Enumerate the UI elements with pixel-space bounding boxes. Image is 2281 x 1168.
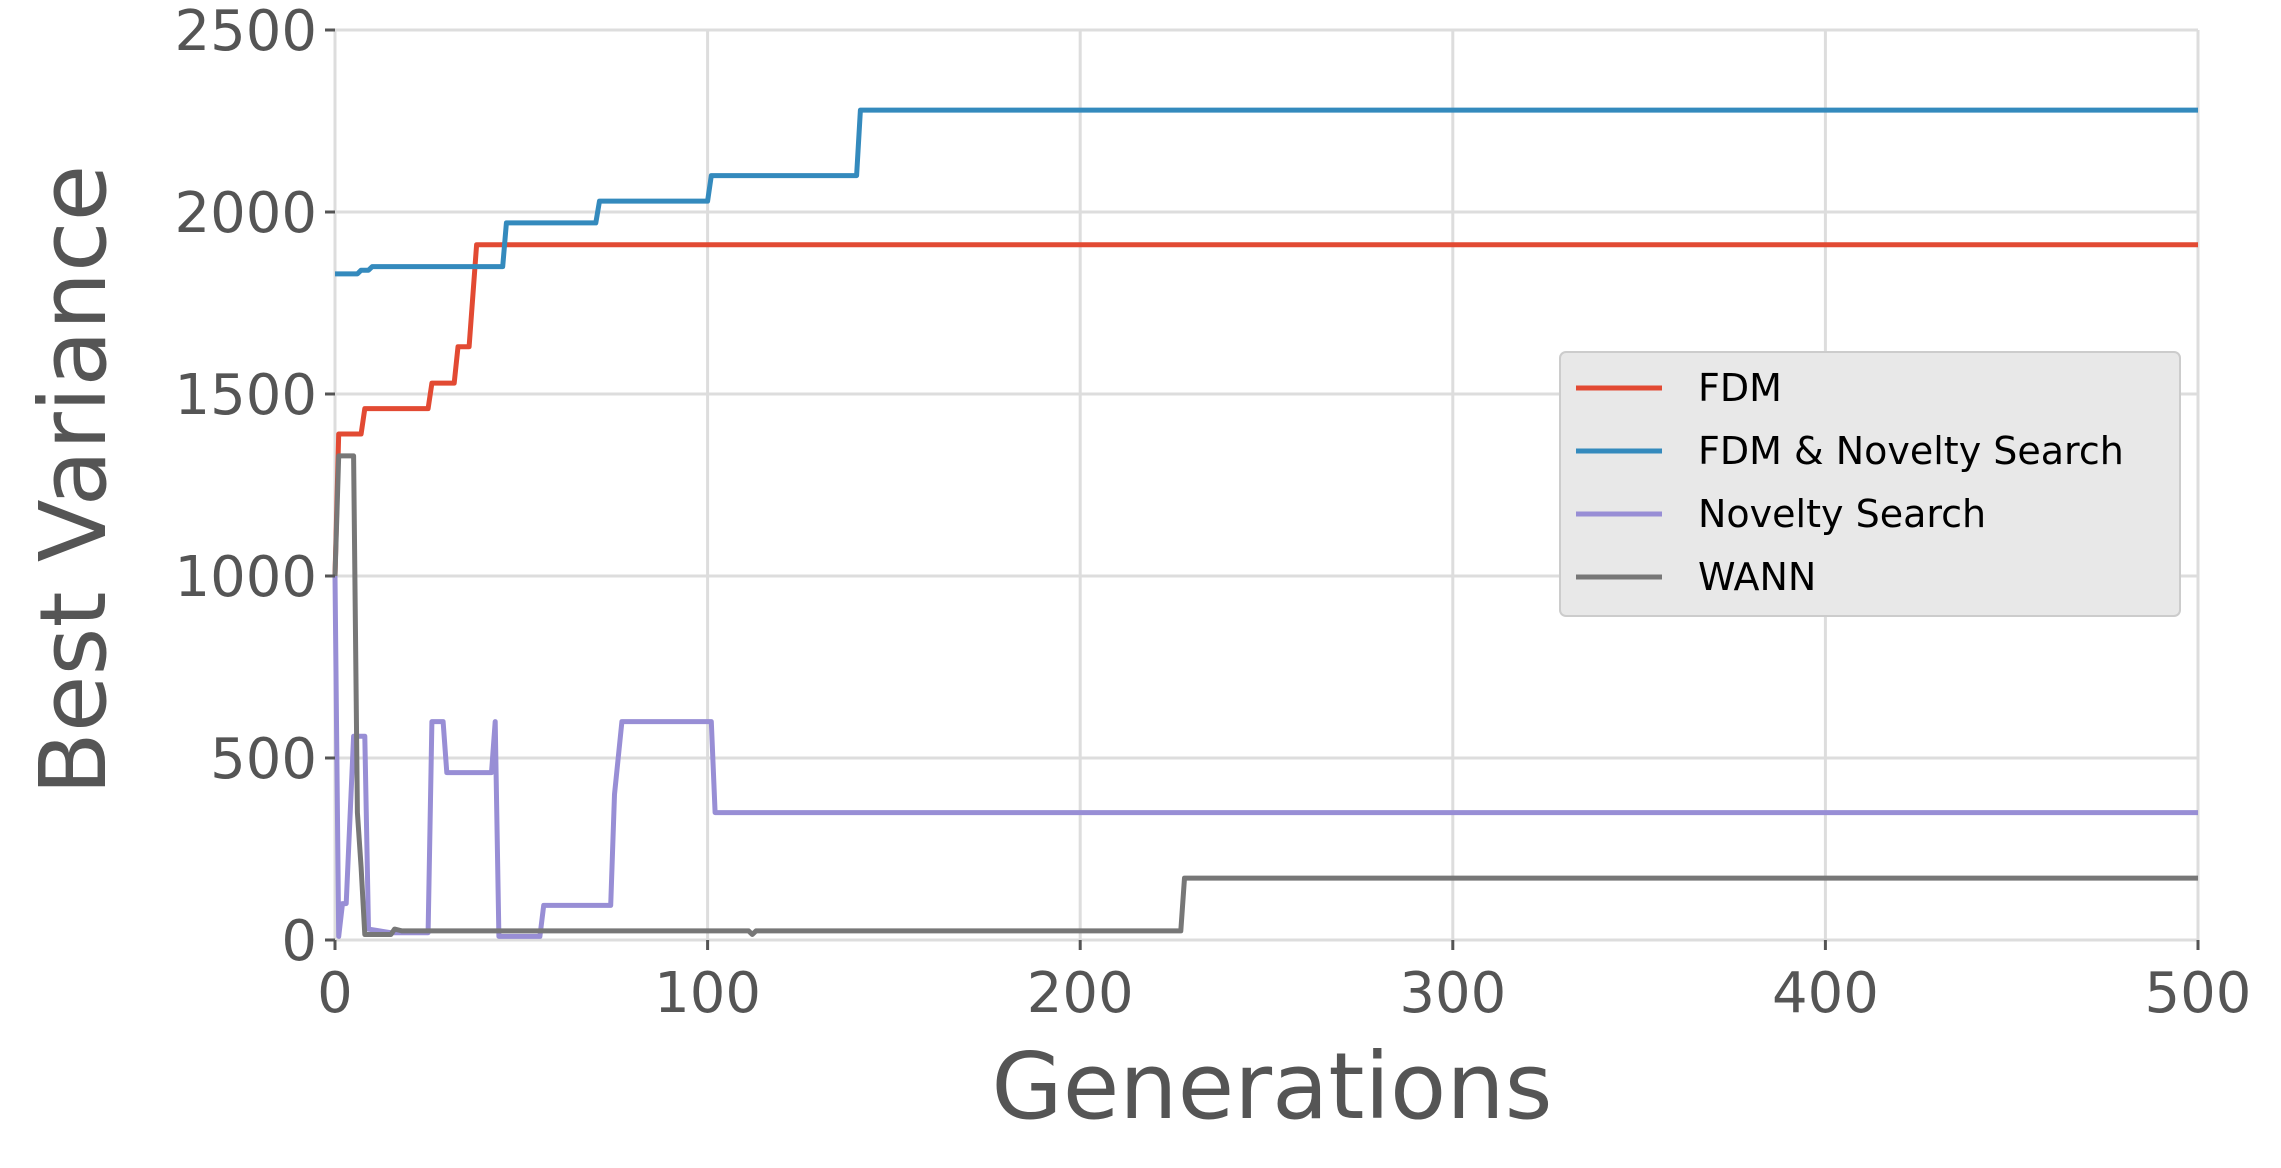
- legend-entry-label: WANN: [1698, 555, 1816, 599]
- legend-entry-label: FDM & Novelty Search: [1698, 429, 2124, 473]
- series-line-fdm-novelty-search: [335, 107, 2198, 277]
- series-lines: [332, 107, 2198, 939]
- y-tick-label: 500: [210, 727, 317, 792]
- y-tick-label: 2500: [174, 0, 317, 64]
- x-tick-label: 300: [1399, 961, 1506, 1026]
- axis-ticks: 0 100 200 300 400 500 0 500 1000 1500 2000 2500: [174, 0, 2251, 1026]
- series-line-novelty-search: [332, 575, 2198, 939]
- x-tick-label: 400: [1772, 961, 1879, 1026]
- x-tick-label: 100: [654, 961, 761, 1026]
- legend-entry-label: Novelty Search: [1698, 492, 1986, 536]
- y-tick-label: 1500: [174, 363, 317, 428]
- y-tick-label: 1000: [174, 545, 317, 610]
- legend: FDM FDM & Novelty Search Novelty Search WAN…: [1559, 351, 2181, 617]
- y-tick-label: 2000: [174, 181, 317, 246]
- x-tick-label: 0: [317, 961, 353, 1026]
- x-tick-label: 500: [2145, 961, 2252, 1026]
- y-tick-label: 0: [281, 909, 317, 974]
- x-axis-label: Generations: [991, 1033, 1552, 1140]
- legend-entry-label: FDM: [1698, 366, 1782, 410]
- series-line-wann: [332, 453, 2198, 937]
- legend-box: [1559, 351, 2181, 617]
- series-line-fdm: [332, 242, 2198, 577]
- y-axis-label: Best Variance: [20, 165, 127, 795]
- x-tick-label: 200: [1027, 961, 1134, 1026]
